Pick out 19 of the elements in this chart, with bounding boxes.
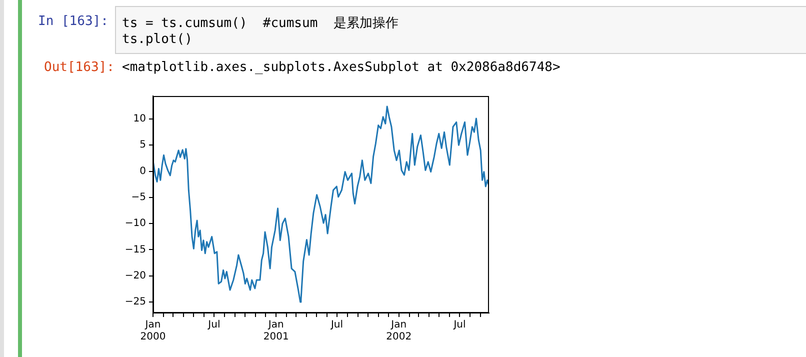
x-tick-label: Jan 2002 bbox=[386, 320, 412, 343]
x-tick-label: Jul bbox=[452, 320, 466, 331]
x-tick-label: Jul bbox=[330, 320, 344, 331]
y-tick-label: 10 bbox=[133, 114, 146, 125]
y-tick-label: −5 bbox=[131, 192, 146, 204]
y-tick-label: −20 bbox=[124, 270, 146, 282]
text: Out[163]: bbox=[44, 60, 114, 75]
y-tick-label: −25 bbox=[124, 296, 146, 308]
y-tick-label: −10 bbox=[124, 218, 146, 230]
y-tick-label: −15 bbox=[124, 244, 146, 256]
y-tick-label: 0 bbox=[140, 166, 146, 177]
text: ts.plot() bbox=[122, 32, 192, 47]
x-tick-label: Jan 2001 bbox=[263, 320, 289, 343]
text: In [163]: bbox=[38, 14, 108, 29]
text: <matplotlib.axes._subplots.AxesSubplot at 0x2086a8d6748> bbox=[122, 60, 560, 75]
x-tick-label: Jul bbox=[207, 320, 220, 331]
x-tick-label: Jan 2000 bbox=[140, 320, 166, 343]
y-tick-label: 5 bbox=[140, 140, 146, 151]
text: ts = ts.cumsum() #cumsum 是累加操作 bbox=[122, 15, 398, 32]
